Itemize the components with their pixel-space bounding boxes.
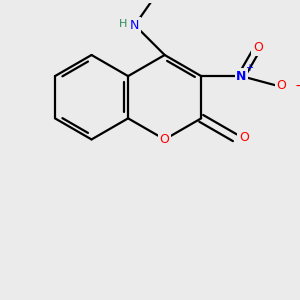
Text: N: N	[130, 19, 140, 32]
Text: +: +	[245, 63, 253, 73]
Text: O: O	[253, 41, 263, 54]
Text: H: H	[118, 19, 127, 29]
Text: −: −	[295, 78, 300, 92]
Text: O: O	[239, 131, 249, 144]
Text: O: O	[277, 79, 286, 92]
Text: O: O	[160, 133, 170, 146]
Text: N: N	[236, 70, 247, 83]
